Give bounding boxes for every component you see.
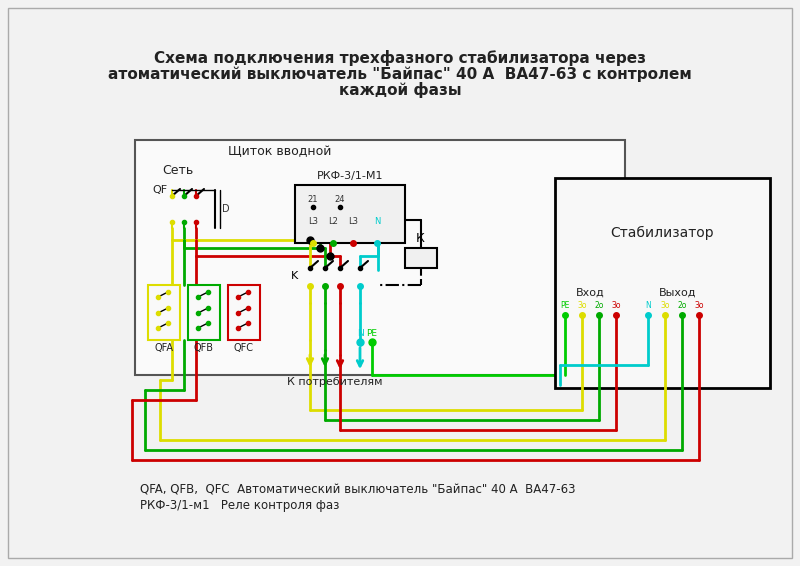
Bar xyxy=(555,178,770,388)
Text: QF: QF xyxy=(152,185,167,195)
Text: K: K xyxy=(290,271,298,281)
Text: Выход: Выход xyxy=(659,288,697,298)
Text: L2: L2 xyxy=(328,217,338,226)
Text: Зо: Зо xyxy=(578,301,586,310)
Text: Стабилизатор: Стабилизатор xyxy=(610,226,714,240)
Text: Щиток вводной: Щиток вводной xyxy=(228,145,332,158)
Bar xyxy=(135,140,625,375)
Text: Схема подключения трехфазного стабилизатора через: Схема подключения трехфазного стабилизат… xyxy=(154,50,646,66)
Text: атоматический выключатель "Байпас" 40 А  ВА47-63 с контролем: атоматический выключатель "Байпас" 40 А … xyxy=(108,66,692,82)
Text: РКФ-3/1-М1: РКФ-3/1-М1 xyxy=(317,171,383,181)
Text: 21: 21 xyxy=(308,195,318,204)
Text: РКФ-3/1-м1   Реле контроля фаз: РКФ-3/1-м1 Реле контроля фаз xyxy=(140,499,339,512)
Text: QFA, QFB,  QFC  Автоматический выключатель "Байпас" 40 А  ВА47-63: QFA, QFB, QFC Автоматический выключатель… xyxy=(140,483,575,496)
Bar xyxy=(228,285,260,340)
Bar xyxy=(405,248,437,268)
Bar xyxy=(148,285,180,340)
Text: N: N xyxy=(357,328,363,337)
Text: L3: L3 xyxy=(308,217,318,226)
Text: QFB: QFB xyxy=(194,343,214,353)
Text: QFA: QFA xyxy=(154,343,174,353)
Text: PE: PE xyxy=(560,301,570,310)
Text: Сеть: Сеть xyxy=(162,164,194,177)
Text: N: N xyxy=(645,301,651,310)
Text: Зо: Зо xyxy=(694,301,704,310)
Text: 2о: 2о xyxy=(594,301,604,310)
Bar xyxy=(295,185,405,243)
Text: L3: L3 xyxy=(348,217,358,226)
Bar xyxy=(188,285,220,340)
Text: К: К xyxy=(415,231,425,245)
Text: Зо: Зо xyxy=(660,301,670,310)
Text: К потребителям: К потребителям xyxy=(287,377,382,387)
Text: Зо: Зо xyxy=(611,301,621,310)
Text: 2о: 2о xyxy=(678,301,686,310)
Text: N: N xyxy=(374,217,380,226)
Text: QFC: QFC xyxy=(234,343,254,353)
Text: Вход: Вход xyxy=(576,288,604,298)
Text: D: D xyxy=(222,204,230,214)
Text: 24: 24 xyxy=(334,195,346,204)
Text: PE: PE xyxy=(366,328,378,337)
Text: каждой фазы: каждой фазы xyxy=(338,82,462,98)
